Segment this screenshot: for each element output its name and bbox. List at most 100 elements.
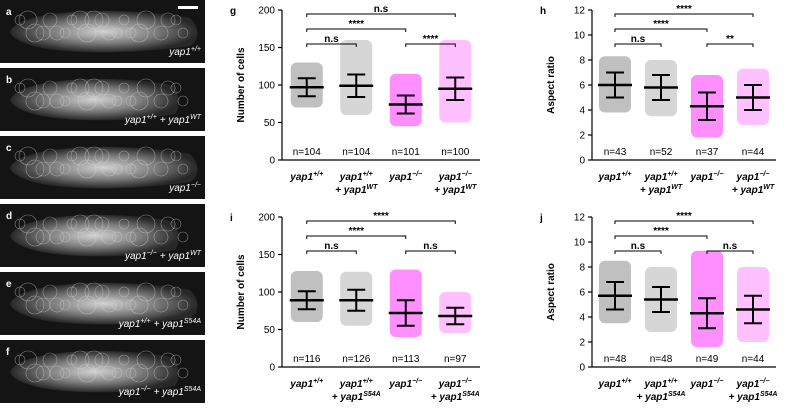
y-tick-label: 150 [258,250,275,261]
cell [70,10,90,30]
cell [18,78,38,98]
cell [59,231,71,243]
label-superscript: +/+ [191,46,201,53]
cell [94,352,110,368]
label-superscript: −/− [412,171,422,178]
cell [118,286,130,298]
y-tick-label: 10 [574,238,586,249]
cell [101,25,117,41]
cell [136,282,156,302]
y-tick-label: 0 [579,363,585,374]
cell [153,25,169,41]
cell [66,150,78,162]
x-tick-label: + yap1S54A [431,391,480,403]
label-superscript: S54A [363,391,381,398]
cell [66,218,78,230]
x-tick-label: + yap1S54A [729,391,778,403]
label-text: yap1 [690,172,714,183]
label-superscript: −/− [759,378,769,385]
cell [25,91,45,111]
cell [84,282,104,302]
label-text: yap1 [118,387,141,398]
y-tick-label: 2 [579,131,585,142]
y-tick-label: 200 [258,6,275,17]
x-tick-label: yap1−/− [438,378,472,390]
label-text: yap1 [644,379,668,390]
significance-label: n.s [324,241,339,252]
cell [101,161,117,177]
cell [118,218,130,230]
significance-label: **** [423,34,439,45]
panel-letter: b [6,75,12,86]
label-superscript: −/− [759,171,769,178]
n-label: n=44 [742,147,765,158]
x-tick-label: yap1+/+ [598,378,632,390]
cell [42,148,58,164]
cell [129,227,149,247]
cell [84,10,104,30]
n-label: n=113 [392,354,420,365]
label-superscript: −/− [191,182,201,189]
panel-label: yap1+/+ + yap1WT [124,114,202,126]
n-label: n=104 [293,147,322,158]
cell [42,80,58,96]
cell [170,218,182,230]
label-superscript: −/− [462,378,472,385]
cell [25,23,45,43]
significance-bracket [614,28,708,32]
cell [125,27,137,39]
label-text: yap1 [124,251,147,262]
x-tick-label: + yap1WT [335,184,378,196]
cell [35,297,51,313]
label-superscript: +/+ [313,378,323,385]
panel-letter: e [6,279,12,290]
cell [118,82,130,94]
label-text: yap1 [598,172,622,183]
x-tick-label: yap1−/− [388,171,422,183]
cell [177,231,189,243]
n-label: n=52 [650,147,673,158]
cell [35,25,51,41]
cell [77,23,97,43]
significance-label: **** [373,211,389,222]
cell [42,352,58,368]
label-text: + yap1 [732,185,764,196]
label-superscript: S54A [760,391,778,398]
label-superscript: S54A [184,386,201,393]
cell [111,367,123,379]
cell [125,231,137,243]
panel-letter: i [230,213,233,224]
cell [42,216,58,232]
significance-label: **** [653,19,669,30]
label-text: yap1 [388,172,412,183]
y-tick-label: 4 [579,106,585,117]
x-tick-label: yap1+/+ [289,171,323,183]
cell [18,146,38,166]
label-text: + yap1 [729,392,761,403]
x-tick-label: yap1+/+ [339,378,373,390]
significance-bracket [306,220,456,224]
cell [177,299,189,311]
label-text: yap1 [388,379,412,390]
label-superscript: +/+ [147,114,157,121]
n-label: n=116 [293,354,321,365]
cell [111,231,123,243]
label-text: + yap1 [434,185,466,196]
cell [70,78,90,98]
x-tick-label: + yap1WT [434,184,477,196]
significance-bracket [614,220,754,224]
n-label: n=100 [441,147,470,158]
cell [125,163,137,175]
label-text: yap1 [736,172,760,183]
x-tick-label: yap1+/+ [289,378,323,390]
label-superscript: S54A [184,318,201,325]
cell [66,286,78,298]
cell [77,159,97,179]
cell [160,216,176,232]
label-text: + yap1 [160,251,190,262]
label-text: + yap1 [431,392,463,403]
panel-label: yap1−/− + yap1S54A [118,386,202,398]
panel-letter: c [6,143,12,154]
label-superscript: WT [466,184,478,191]
